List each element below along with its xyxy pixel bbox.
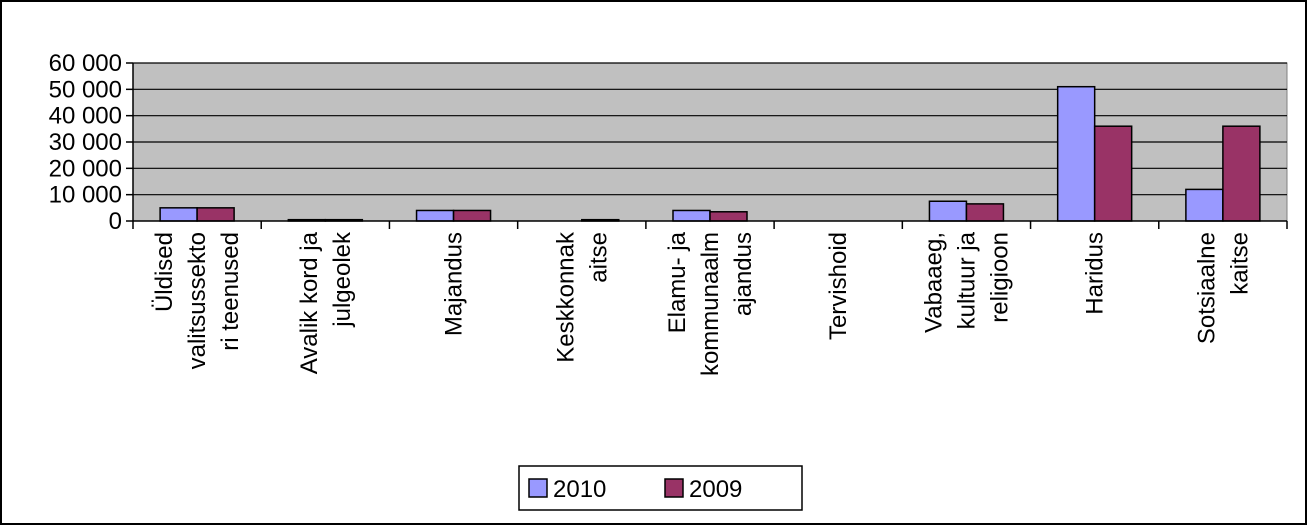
x-tick-label-line: valitsussekto — [184, 232, 211, 369]
x-tick-label-line: ajandus — [730, 232, 757, 316]
x-tick-label: Elamu- ja kommunaalm ajandus — [664, 231, 757, 376]
x-tick-label: Sotsiaalne kaitse — [1193, 232, 1253, 344]
legend — [518, 465, 803, 511]
x-tick-label: Haridus — [1082, 232, 1109, 315]
x-tick-label-line: Elamu- ja — [664, 231, 691, 333]
x-tick-label: Majandus — [441, 232, 468, 336]
x-tick-label-line: Üldised — [151, 232, 178, 312]
y-tick-label: 50 000 — [49, 76, 122, 103]
legend-swatch — [528, 478, 548, 498]
x-tick-label: Keskkonnak aitse — [552, 231, 612, 363]
x-tick-label-line: religioon — [986, 232, 1013, 323]
x-tick-label: Üldised valitsussekto ri teenused — [151, 232, 244, 369]
y-tick-label: 60 000 — [49, 50, 122, 77]
x-tick-label-line: kommunaalm — [697, 232, 724, 376]
bar-2009-4 — [709, 211, 748, 222]
x-tick-label-line: Haridus — [1082, 232, 1109, 315]
legend-swatch — [664, 478, 684, 498]
legend-label: 2009 — [689, 476, 742, 503]
x-tick-label-line: Avalik kord ja — [296, 231, 323, 374]
bar-2009-7 — [1093, 125, 1133, 222]
x-tick-label-line: Majandus — [441, 232, 468, 336]
y-tick-label: 20 000 — [49, 155, 122, 182]
y-tick-label: 0 — [109, 208, 122, 235]
x-tick-label-line: ri teenused — [217, 232, 244, 351]
y-tick-label: 30 000 — [49, 129, 122, 156]
x-tick-label-line: kultuur ja — [953, 231, 980, 329]
x-tick-label-line: aitse — [585, 232, 612, 283]
bar-2009-6 — [965, 203, 1005, 222]
bar-2010-4 — [672, 209, 711, 222]
x-tick-label-line: Tervishoid — [825, 232, 852, 340]
legend-label: 2010 — [553, 476, 606, 503]
x-tick-label-line: kaitse — [1226, 232, 1253, 295]
bar-2010-6 — [928, 200, 968, 222]
bar-2009-8 — [1222, 125, 1261, 222]
bar-2009-2 — [452, 209, 492, 222]
bar-2010-0 — [159, 207, 198, 222]
x-tick-label-line: Vabaaeg, — [920, 232, 947, 333]
bar-2010-8 — [1185, 188, 1224, 222]
x-tick-label: Avalik kord ja julgeolek — [296, 231, 356, 374]
x-tick-label-line: Sotsiaalne — [1193, 232, 1220, 344]
bar-2010-7 — [1056, 85, 1096, 222]
y-tick-label: 10 000 — [49, 182, 122, 209]
y-tick-label: 40 000 — [49, 103, 122, 130]
x-tick-label: Tervishoid — [825, 232, 852, 340]
bar-2010-2 — [415, 209, 455, 222]
x-tick-label-line: julgeolek — [329, 231, 356, 328]
bar-2009-0 — [196, 207, 235, 222]
x-tick-label: Vabaaeg, kultuur ja religioon — [920, 231, 1013, 333]
x-tick-label-line: Keskkonnak — [552, 231, 579, 363]
